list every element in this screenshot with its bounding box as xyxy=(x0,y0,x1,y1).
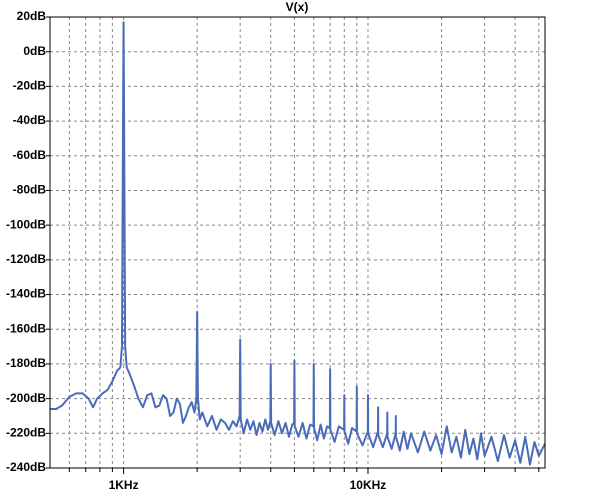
y-tick-label: 20dB xyxy=(17,9,47,23)
y-tick-label: -220dB xyxy=(6,425,46,439)
y-tick-label: 0dB xyxy=(23,44,46,58)
y-tick-label: -240dB xyxy=(6,460,46,474)
series-line xyxy=(50,21,546,466)
y-tick-label: -120dB xyxy=(6,252,46,266)
y-tick-label: -140dB xyxy=(6,287,46,301)
chart-title: V(x) xyxy=(286,0,309,14)
y-tick-label: -180dB xyxy=(6,356,46,370)
x-tick-label: 1KHz xyxy=(109,478,139,492)
y-tick-label: -20dB xyxy=(13,79,47,93)
x-tick-label: 10KHz xyxy=(350,478,387,492)
y-tick-label: -60dB xyxy=(13,148,47,162)
y-tick-label: -200dB xyxy=(6,391,46,405)
y-tick-label: -160dB xyxy=(6,321,46,335)
y-tick-label: -80dB xyxy=(13,183,47,197)
plot-frame xyxy=(49,16,546,469)
y-tick-label: -100dB xyxy=(6,217,46,231)
y-tick-label: -40dB xyxy=(13,113,47,127)
